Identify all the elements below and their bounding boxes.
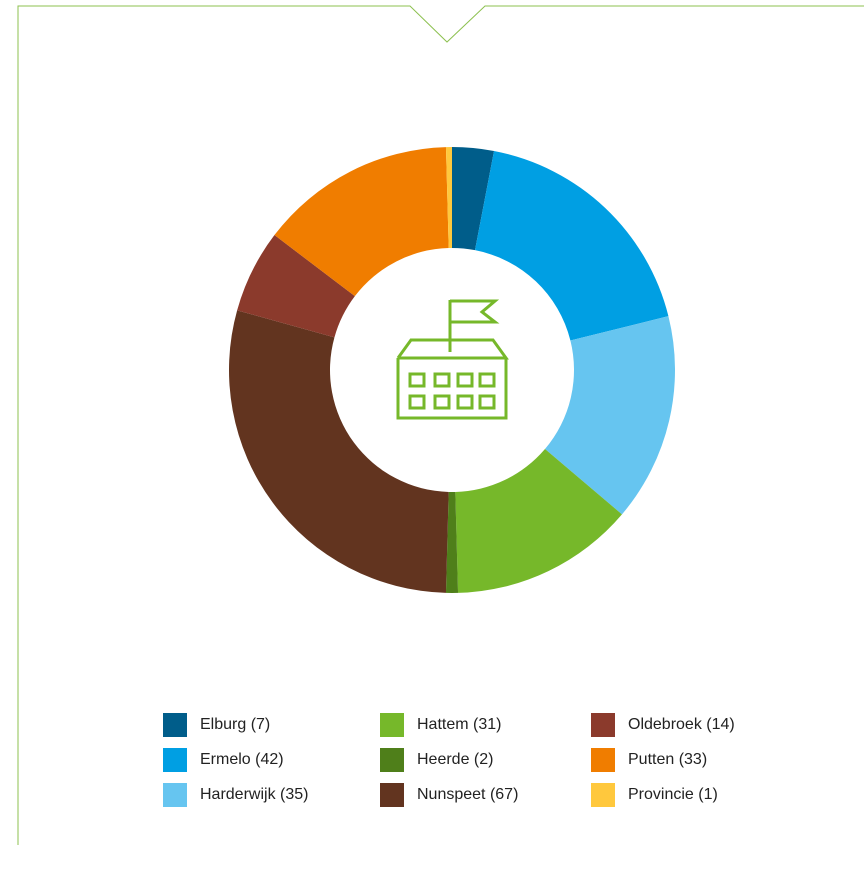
- frame: [17, 5, 864, 845]
- donut-slice: [544, 316, 675, 515]
- legend-label: Heerde (2): [417, 751, 493, 768]
- legend-swatch: [591, 783, 615, 807]
- school-icon: [396, 299, 509, 420]
- donut-slice: [455, 448, 622, 593]
- donut-slice: [228, 310, 449, 593]
- legend-swatch: [380, 713, 404, 737]
- donut: [228, 147, 675, 593]
- legend-label: Hattem (31): [417, 716, 501, 733]
- legend-label: Elburg (7): [200, 716, 270, 733]
- frame-border: [17, 5, 864, 845]
- legend-swatch: [380, 783, 404, 807]
- legend-label: Provincie (1): [628, 786, 718, 803]
- donut-slice: [452, 147, 495, 251]
- legend-label: Oldebroek (14): [628, 716, 735, 733]
- legend-label: Putten (33): [628, 751, 707, 768]
- legend-swatch: [163, 783, 187, 807]
- donut-slice: [474, 150, 669, 341]
- legend-swatch: [163, 748, 187, 772]
- legend-label: Harderwijk (35): [200, 786, 308, 803]
- legend-swatch: [591, 748, 615, 772]
- donut-slice: [445, 147, 452, 249]
- donut-slice: [445, 491, 459, 593]
- legend-swatch: [380, 748, 404, 772]
- legend-swatch: [591, 713, 615, 737]
- legend: Elburg (7) Ermelo (42) Harderwijk (35) Hatt…: [163, 713, 735, 807]
- donut-slice: [274, 147, 449, 297]
- legend-label: Ermelo (42): [200, 751, 284, 768]
- donut-slice: [237, 235, 355, 338]
- legend-swatch: [163, 713, 187, 737]
- legend-label: Nunspeet (67): [417, 786, 518, 803]
